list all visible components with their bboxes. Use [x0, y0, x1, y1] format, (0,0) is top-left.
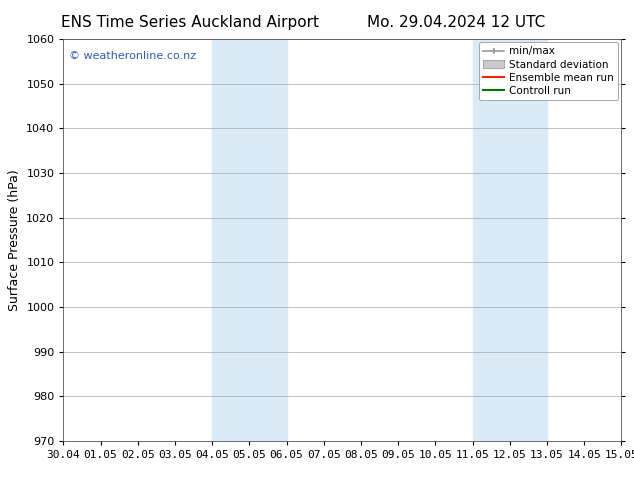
- Text: Mo. 29.04.2024 12 UTC: Mo. 29.04.2024 12 UTC: [367, 15, 546, 30]
- Text: ENS Time Series Auckland Airport: ENS Time Series Auckland Airport: [61, 15, 319, 30]
- Legend: min/max, Standard deviation, Ensemble mean run, Controll run: min/max, Standard deviation, Ensemble me…: [479, 42, 618, 100]
- Y-axis label: Surface Pressure (hPa): Surface Pressure (hPa): [8, 169, 21, 311]
- Bar: [212, 39, 287, 441]
- Bar: [472, 39, 547, 441]
- Text: © weatheronline.co.nz: © weatheronline.co.nz: [69, 51, 196, 61]
